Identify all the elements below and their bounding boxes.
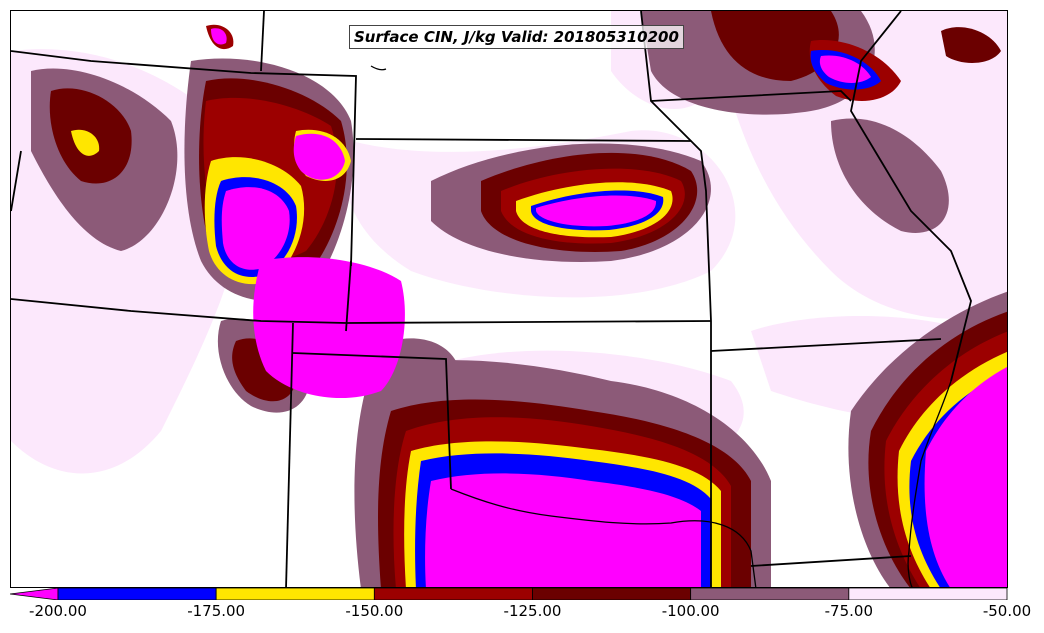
map-panel: Surface CIN, J/kg Valid: 201805310200	[10, 10, 1008, 588]
state-boundaries	[11, 11, 972, 587]
colorbar-bins	[10, 588, 1008, 600]
colorbar-tick-label: -75.00	[824, 602, 874, 620]
river-boundaries	[370, 65, 952, 587]
colorbar-tick-label: -125.00	[503, 602, 562, 620]
colorbar-tick-label: -150.00	[345, 602, 404, 620]
colorbar-under-triangle	[10, 588, 59, 600]
colorbar-tick-label: -175.00	[187, 602, 246, 620]
colorbar-bin-3	[532, 588, 692, 600]
map-title: Surface CIN, J/kg Valid: 201805310200	[349, 25, 684, 49]
colorbar-bin-4	[690, 588, 850, 600]
colorbar	[10, 588, 1008, 600]
colorbar-bin-1	[215, 588, 375, 600]
colorbar-bin-5	[848, 588, 1008, 600]
colorbar-tick-label: -100.00	[661, 602, 720, 620]
cin-band-magenta	[211, 28, 1007, 587]
colorbar-tick-label: -50.00	[982, 602, 1032, 620]
cin-map	[11, 11, 1007, 587]
colorbar-bin-0	[57, 588, 217, 600]
colorbar-bin-2	[373, 588, 533, 600]
colorbar-tick-label: -200.00	[29, 602, 87, 620]
